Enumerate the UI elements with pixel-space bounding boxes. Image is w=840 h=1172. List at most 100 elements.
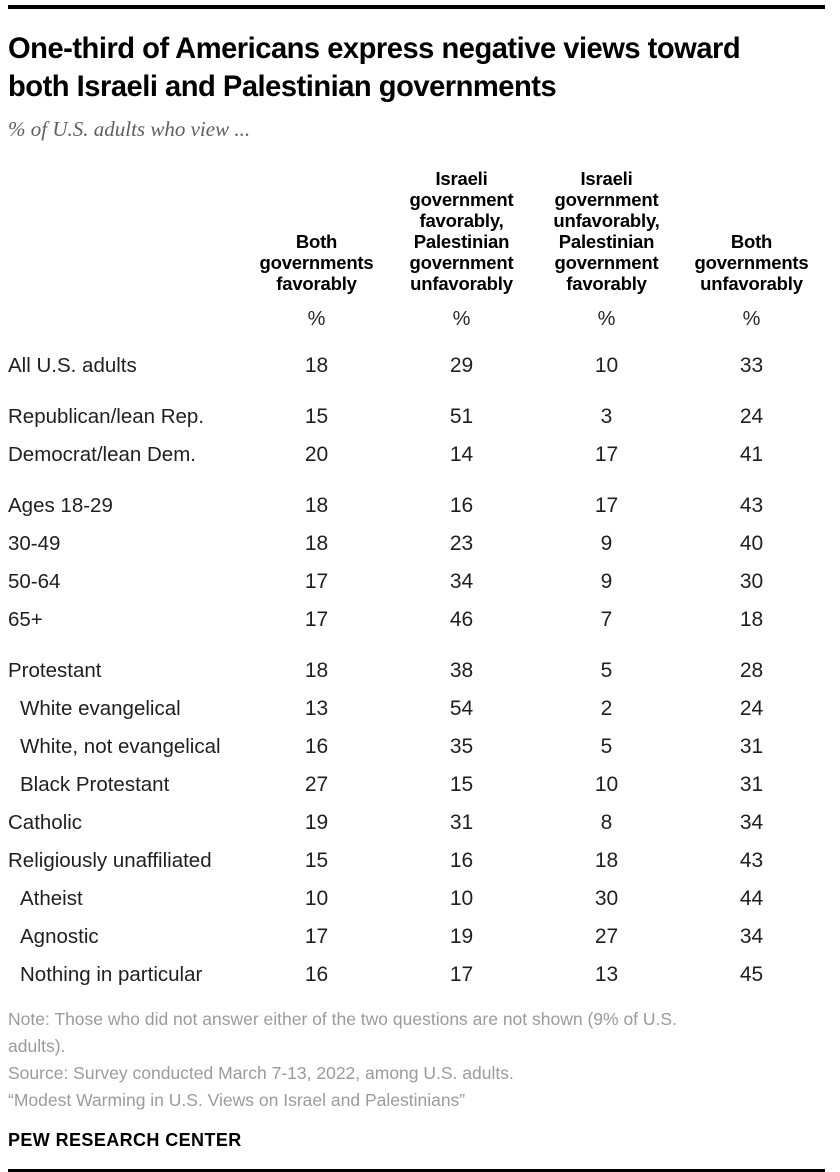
cell-value: 18	[594, 849, 619, 872]
row-label: 50-64	[8, 570, 61, 593]
cell-value: 16	[304, 735, 329, 758]
note-text-line-2: adults).	[8, 1036, 66, 1056]
table-row: All U.S. adults 18 29 10 33	[8, 347, 832, 385]
cell-value: 40	[739, 532, 764, 555]
cell-value: 51	[449, 405, 474, 428]
cell-value: 3	[600, 405, 613, 428]
column-header-both-favorably: Both governments favorably	[259, 231, 374, 294]
row-label: White, not evangelical	[20, 735, 221, 758]
cell-value: 19	[449, 925, 474, 948]
row-label: All U.S. adults	[8, 354, 137, 377]
cell-value: 14	[449, 443, 474, 466]
cell-value: 18	[304, 494, 329, 517]
cell-value: 38	[449, 659, 474, 682]
cell-value: 43	[739, 494, 764, 517]
pew-research-center-wordmark: PEW RESEARCH CENTER	[8, 1130, 242, 1150]
table-row: Protestant 18 38 5 28	[8, 652, 832, 690]
bottom-divider	[8, 1169, 825, 1172]
row-label: Atheist	[20, 887, 83, 910]
cell-value: 17	[449, 963, 474, 986]
cell-value: 15	[304, 405, 329, 428]
cell-value: 16	[449, 494, 474, 517]
row-label: Democrat/lean Dem.	[8, 443, 196, 466]
cell-value: 28	[739, 659, 764, 682]
cell-value: 35	[449, 735, 474, 758]
table-row: 30-49 18 23 9 40	[8, 525, 832, 563]
cell-value: 16	[449, 849, 474, 872]
table-body: All U.S. adults 18 29 10 33 Republican/l…	[8, 347, 832, 994]
cell-value: 54	[449, 697, 474, 720]
cell-value: 24	[739, 405, 764, 428]
cell-value: 45	[739, 963, 764, 986]
source-text: Source: Survey conducted March 7-13, 202…	[8, 1063, 514, 1083]
unit-spacer	[8, 308, 244, 331]
cell-value: 46	[449, 608, 474, 631]
column-header-israeli-fav-palestinian-unfav: Israeli government favorably, Palestinia…	[409, 168, 514, 294]
cell-value: 18	[739, 608, 764, 631]
cell-value: 2	[600, 697, 613, 720]
footer: Note: Those who did not answer either of…	[8, 1006, 832, 1151]
row-label: Agnostic	[20, 925, 99, 948]
cell-value: 17	[304, 925, 329, 948]
cell-value: 31	[449, 811, 474, 834]
cell-value: 15	[304, 849, 329, 872]
row-label: Catholic	[8, 811, 83, 834]
unit-percent: %	[452, 308, 471, 330]
cell-value: 15	[449, 773, 474, 796]
table-row: Religiously unaffiliated 15 16 18 43	[8, 842, 832, 880]
table-row: Republican/lean Rep. 15 51 3 24	[8, 398, 832, 436]
cell-value: 27	[594, 925, 619, 948]
note-text-line-1: Note: Those who did not answer either of…	[8, 1009, 677, 1029]
table-row: Atheist 10 10 30 44	[8, 880, 832, 918]
cell-value: 9	[600, 532, 613, 555]
column-header-both-unfavorably: Both governments unfavorably	[694, 231, 809, 294]
cell-value: 31	[739, 773, 764, 796]
table-row: 65+ 17 46 7 18	[8, 601, 832, 639]
cell-value: 30	[594, 887, 619, 910]
cell-value: 19	[304, 811, 329, 834]
cell-value: 34	[739, 925, 764, 948]
report-title-text: “Modest Warming in U.S. Views on Israel …	[8, 1090, 466, 1110]
table-row: Agnostic 17 19 27 34	[8, 918, 832, 956]
cell-value: 13	[594, 963, 619, 986]
page-title: One-third of Americans express negative …	[8, 30, 832, 106]
table-row: White, not evangelical 16 35 5 31	[8, 728, 832, 766]
table-row: Catholic 19 31 8 34	[8, 804, 832, 842]
cell-value: 5	[600, 735, 613, 758]
cell-value: 16	[304, 963, 329, 986]
unit-row: % % % %	[8, 294, 832, 339]
cell-value: 31	[739, 735, 764, 758]
cell-value: 44	[739, 887, 764, 910]
cell-value: 17	[304, 608, 329, 631]
cell-value: 17	[304, 570, 329, 593]
cell-value: 10	[594, 773, 619, 796]
cell-value: 29	[449, 354, 474, 377]
table-row: White evangelical 13 54 2 24	[8, 690, 832, 728]
cell-value: 33	[739, 354, 764, 377]
cell-value: 17	[594, 494, 619, 517]
cell-value: 10	[594, 354, 619, 377]
row-label: Protestant	[8, 659, 102, 682]
row-label: Nothing in particular	[20, 963, 203, 986]
cell-value: 10	[449, 887, 474, 910]
cell-value: 5	[600, 659, 613, 682]
row-label: Black Protestant	[20, 773, 170, 796]
row-label: 30-49	[8, 532, 61, 555]
cell-value: 18	[304, 354, 329, 377]
table-row: Democrat/lean Dem. 20 14 17 41	[8, 436, 832, 474]
top-divider	[8, 5, 825, 9]
cell-value: 27	[304, 773, 329, 796]
page-title-line-2: both Israeli and Palestinian governments	[8, 70, 557, 103]
row-label: Religiously unaffiliated	[8, 849, 212, 872]
table-row: Ages 18-29 18 16 17 43	[8, 487, 832, 525]
cell-value: 20	[304, 443, 329, 466]
table-row: 50-64 17 34 9 30	[8, 563, 832, 601]
cell-value: 9	[600, 570, 613, 593]
row-label: 65+	[8, 608, 43, 631]
cell-value: 24	[739, 697, 764, 720]
cell-value: 13	[304, 697, 329, 720]
table-row: Nothing in particular 16 17 13 45	[8, 956, 832, 994]
unit-percent: %	[307, 308, 326, 330]
cell-value: 18	[304, 659, 329, 682]
